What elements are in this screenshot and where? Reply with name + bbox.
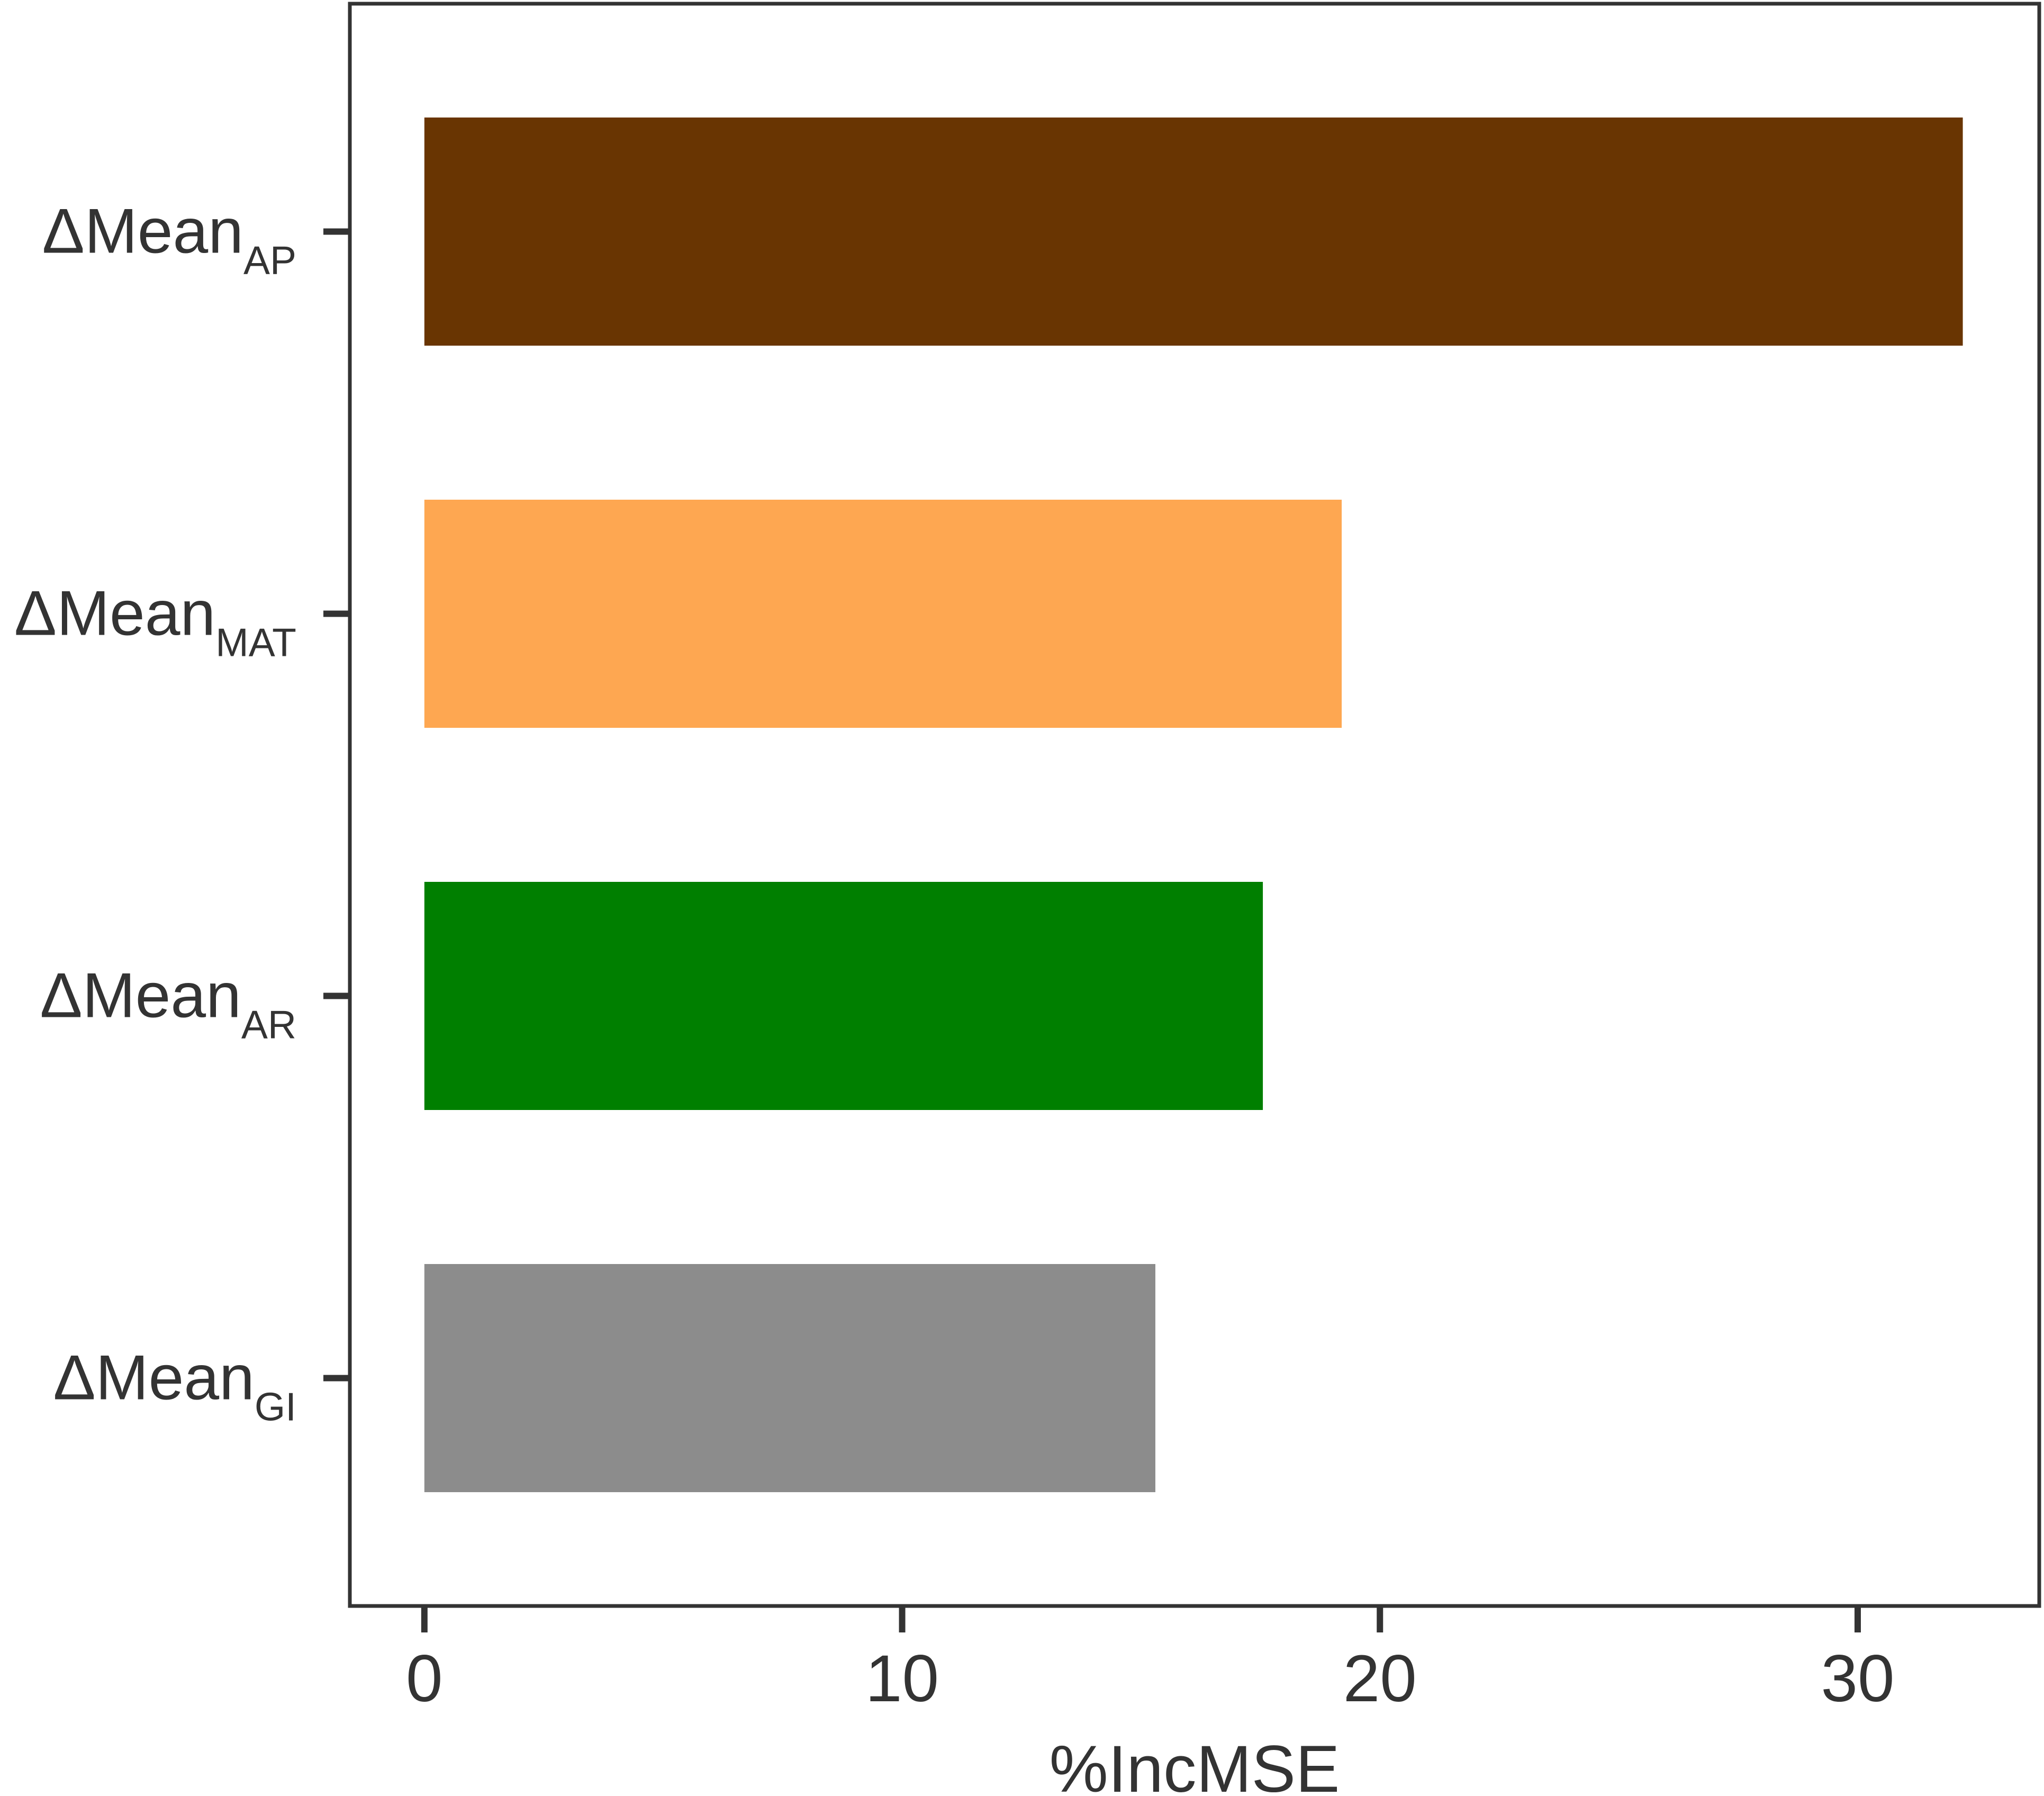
category-subscript: GI [255,1385,296,1429]
y-tick-label: ΔMeanAR [40,960,296,1047]
bar [424,882,1263,1110]
category-subscript: AR [241,1003,296,1047]
category-subscript: MAT [215,620,296,665]
bar [424,1264,1155,1492]
plot-frame [348,2,2041,1608]
x-tick-label: 0 [406,1642,443,1716]
category-subscript: AP [243,238,296,283]
y-tick-label: ΔMeanMAT [14,578,296,665]
x-tick-label: 30 [1821,1642,1894,1716]
x-axis-title: %IncMSE [1050,1732,1340,1796]
bar [424,500,1342,728]
bar [424,118,1963,346]
category-name: ΔMean [40,960,241,1031]
y-tick-label: ΔMeanGI [53,1342,296,1429]
category-name: ΔMean [53,1342,254,1413]
x-tick-label: 20 [1343,1642,1417,1716]
category-name: ΔMean [14,578,215,649]
x-tick-label: 10 [865,1642,939,1716]
y-tick-label: ΔMeanAP [42,196,296,283]
category-name: ΔMean [42,196,243,267]
